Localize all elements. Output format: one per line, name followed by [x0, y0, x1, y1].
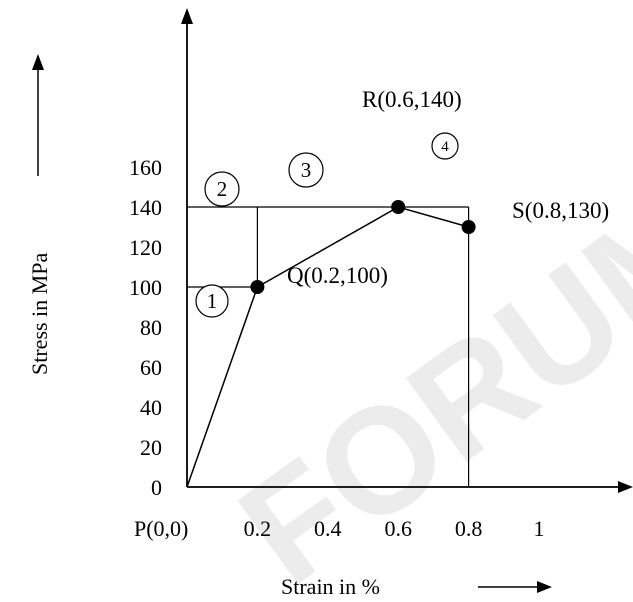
x-axis-arrowhead — [618, 481, 633, 493]
y-title-pointer-arrowhead — [32, 54, 44, 70]
y-axis-title: Stress in MPa — [27, 253, 52, 375]
x-title-pointer-arrowhead — [537, 581, 552, 593]
region-label: 3 — [301, 158, 312, 182]
y-tick-label: 20 — [140, 435, 162, 460]
region-label: 2 — [217, 177, 228, 201]
region-circle — [431, 132, 459, 160]
x-tick-label: 0.2 — [244, 516, 272, 541]
x-tick-label: 0.6 — [384, 516, 412, 541]
x-tick-label: 0.4 — [314, 516, 342, 541]
y-axis-arrowhead — [181, 8, 193, 24]
y-tick-label: 60 — [140, 355, 162, 380]
y-tick-label: 120 — [129, 235, 162, 260]
point-label: S(0.8,130) — [512, 198, 609, 223]
data-series — [186, 200, 476, 488]
guide-lines — [187, 206, 470, 487]
x-tick-label: 1 — [534, 516, 545, 541]
y-tick-label: 160 — [129, 155, 162, 180]
watermark-text: FORUM — [210, 157, 633, 602]
region-circle — [204, 171, 240, 207]
data-point-marker — [250, 280, 265, 294]
y-tick-label: 0 — [151, 475, 162, 500]
point-label: Q(0.2,100) — [287, 263, 388, 288]
data-point-marker — [461, 220, 476, 234]
origin-label: P(0,0) — [134, 516, 188, 541]
chart-labels: 0 20 40 60 80 100 120 140 160 0.2 0.4 0.6 0.8 1 P(0,0)… — [27, 87, 609, 599]
axes — [32, 8, 633, 593]
x-axis-title: Strain in % — [281, 574, 380, 599]
region-circle — [195, 284, 229, 318]
region-label: 1 — [207, 289, 218, 313]
x-tick-label: 0.8 — [455, 516, 483, 541]
point-label: R(0.6,140) — [362, 87, 462, 112]
region-circle — [288, 152, 324, 188]
watermark: FORUM — [210, 157, 633, 602]
y-tick-label: 100 — [129, 275, 162, 300]
y-tick-label: 140 — [129, 195, 162, 220]
stress-strain-line — [186, 206, 469, 488]
y-tick-label: 80 — [140, 315, 162, 340]
data-point-marker — [391, 200, 406, 214]
region-label: 4 — [441, 139, 449, 155]
y-tick-label: 40 — [140, 395, 162, 420]
